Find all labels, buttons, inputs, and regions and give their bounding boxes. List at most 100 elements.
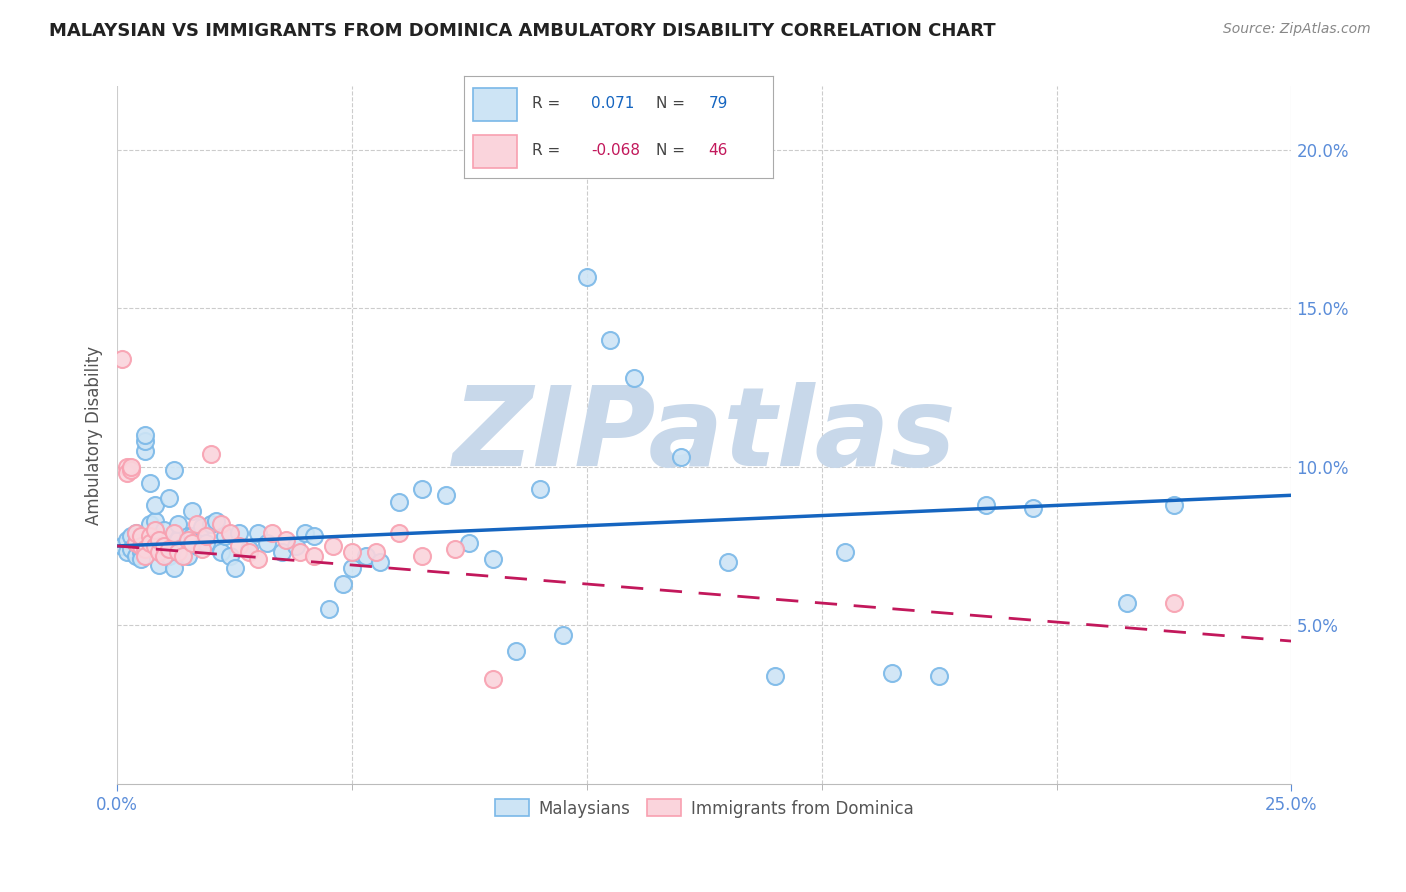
Point: [139, 475, 162, 490]
Point: [111, 539, 134, 553]
Point: [318, 602, 340, 616]
Point: [304, 549, 326, 563]
Point: [143, 523, 166, 537]
Point: [368, 555, 391, 569]
Point: [129, 551, 152, 566]
Point: [120, 459, 142, 474]
Point: [340, 561, 363, 575]
Point: [411, 549, 433, 563]
Point: [717, 555, 740, 569]
Point: [176, 533, 198, 547]
Point: [134, 443, 156, 458]
Point: [181, 536, 204, 550]
Point: [304, 529, 326, 543]
Point: [1022, 500, 1045, 515]
Point: [148, 533, 170, 547]
Point: [143, 514, 166, 528]
Point: [162, 526, 184, 541]
Point: [181, 504, 204, 518]
Point: [340, 545, 363, 559]
Text: R =: R =: [531, 144, 565, 158]
Point: [115, 459, 138, 474]
Point: [153, 523, 176, 537]
Point: [200, 516, 222, 531]
Point: [148, 545, 170, 559]
Point: [332, 577, 354, 591]
Point: [134, 434, 156, 449]
Point: [434, 488, 457, 502]
Point: [482, 672, 505, 686]
Point: [139, 529, 162, 543]
Point: [270, 545, 292, 559]
Point: [974, 498, 997, 512]
Point: [134, 428, 156, 442]
Point: [143, 539, 166, 553]
Point: [505, 643, 527, 657]
Text: 46: 46: [709, 144, 728, 158]
Point: [256, 536, 278, 550]
Point: [482, 551, 505, 566]
Point: [205, 514, 228, 528]
Point: [190, 542, 212, 557]
Point: [129, 539, 152, 553]
Text: N =: N =: [655, 144, 689, 158]
Point: [1163, 596, 1185, 610]
Point: [157, 542, 180, 557]
Point: [157, 491, 180, 506]
Point: [153, 539, 176, 553]
Point: [129, 529, 152, 543]
Text: Source: ZipAtlas.com: Source: ZipAtlas.com: [1223, 22, 1371, 37]
Point: [176, 529, 198, 543]
Point: [190, 520, 212, 534]
Point: [153, 533, 176, 547]
Point: [148, 542, 170, 557]
Point: [167, 516, 190, 531]
Point: [120, 463, 142, 477]
Point: [364, 545, 387, 559]
Point: [125, 536, 148, 550]
Point: [172, 539, 194, 553]
Point: [388, 526, 411, 541]
Point: [186, 516, 208, 531]
Point: [209, 516, 232, 531]
Point: [928, 669, 950, 683]
Point: [529, 482, 551, 496]
Point: [125, 536, 148, 550]
Point: [553, 628, 575, 642]
Point: [129, 539, 152, 553]
Point: [195, 536, 218, 550]
Point: [186, 539, 208, 553]
Text: ZIPatlas: ZIPatlas: [453, 382, 956, 489]
Y-axis label: Ambulatory Disability: Ambulatory Disability: [86, 345, 103, 524]
Point: [200, 447, 222, 461]
Point: [148, 558, 170, 572]
Point: [247, 526, 270, 541]
Point: [214, 529, 236, 543]
Point: [134, 549, 156, 563]
Point: [247, 551, 270, 566]
Point: [125, 526, 148, 541]
Point: [224, 561, 246, 575]
Point: [290, 545, 312, 559]
Point: [134, 542, 156, 557]
Point: [176, 549, 198, 563]
Point: [125, 526, 148, 541]
Point: [444, 542, 467, 557]
Point: [228, 526, 250, 541]
Point: [834, 545, 856, 559]
Bar: [474, 88, 516, 121]
Point: [111, 351, 134, 366]
Point: [157, 549, 180, 563]
Point: [219, 526, 242, 541]
Legend: Malaysians, Immigrants from Dominica: Malaysians, Immigrants from Dominica: [489, 793, 920, 824]
Point: [172, 549, 194, 563]
Point: [262, 526, 284, 541]
Point: [411, 482, 433, 496]
Point: [115, 533, 138, 547]
Text: MALAYSIAN VS IMMIGRANTS FROM DOMINICA AMBULATORY DISABILITY CORRELATION CHART: MALAYSIAN VS IMMIGRANTS FROM DOMINICA AM…: [49, 22, 995, 40]
Text: -0.068: -0.068: [591, 144, 640, 158]
Point: [575, 269, 598, 284]
Point: [228, 539, 250, 553]
Point: [143, 498, 166, 512]
Point: [195, 529, 218, 543]
